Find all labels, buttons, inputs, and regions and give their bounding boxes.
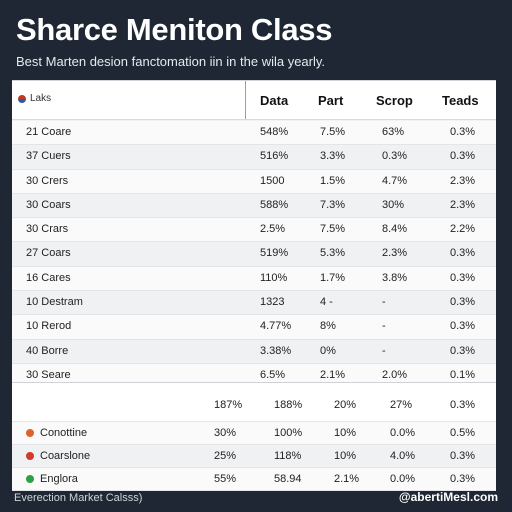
summary-header-row: 187% 188% 20% 27% 0.3%: [12, 383, 496, 422]
main-table-header: Laks Data Part Scrop Teads: [12, 81, 496, 120]
page-subtitle: Best Marten desion fanctomation iin in t…: [16, 54, 326, 69]
header-divider: [245, 81, 246, 119]
table-row: 10 Destram 1323 4 - - 0.3%: [12, 291, 496, 316]
table-row: 30 Crars 2.5% 7.5% 8.4% 2.2%: [12, 218, 496, 243]
footer-caption: Everection Market Calsss): [14, 492, 143, 504]
status-dot-icon: [26, 475, 34, 483]
status-dot-icon: [26, 452, 34, 460]
table-row: 30 Crers 1500 1.5% 4.7% 2.3%: [12, 169, 496, 194]
table-row: 16 Cares 110% 1.7% 3.8% 0.3%: [12, 266, 496, 292]
legend-label: Laks: [30, 93, 52, 104]
table-row: 30 Coars 588% 7.3% 30% 2.3%: [12, 193, 496, 219]
table-row: 37 Cuers 516% 3.3% 0.3% 0.3%: [12, 145, 496, 170]
header-scrop: Scrop: [376, 93, 413, 108]
header-teads: Teads: [442, 93, 479, 108]
header-data: Data: [260, 93, 289, 108]
summary-row: Conottine 30% 100% 10% 0.0% 0.5%: [12, 422, 496, 445]
status-dot-icon: [26, 429, 34, 437]
table-row: 40 Borre 3.38% 0% - 0.3%: [12, 339, 496, 364]
summary-table: 187% 188% 20% 27% 0.3% Conottine 30% 100…: [12, 382, 496, 491]
table-row: 10 Rerod 4.77% 8% - 0.3%: [12, 315, 496, 340]
footer-credit: @abertiMesl.com: [398, 490, 498, 504]
summary-row: Coarslone 25% 118% 10% 4.0% 0.3%: [12, 445, 496, 468]
flag-icon: [18, 94, 26, 103]
page-title: Sharce Meniton Class: [16, 12, 333, 47]
main-table-body: 21 Coare 548% 7.5% 63% 0.3% 37 Cuers 516…: [12, 121, 496, 389]
legend: Laks: [18, 93, 51, 104]
main-table: Laks Data Part Scrop Teads 21 Coare 548%…: [12, 80, 496, 389]
header-part: Part: [318, 93, 344, 108]
table-row: 21 Coare 548% 7.5% 63% 0.3%: [12, 121, 496, 146]
table-row: 27 Coars 519% 5.3% 2.3% 0.3%: [12, 242, 496, 267]
summary-row: Englora 55% 58.94 2.1% 0.0% 0.3%: [12, 468, 496, 491]
